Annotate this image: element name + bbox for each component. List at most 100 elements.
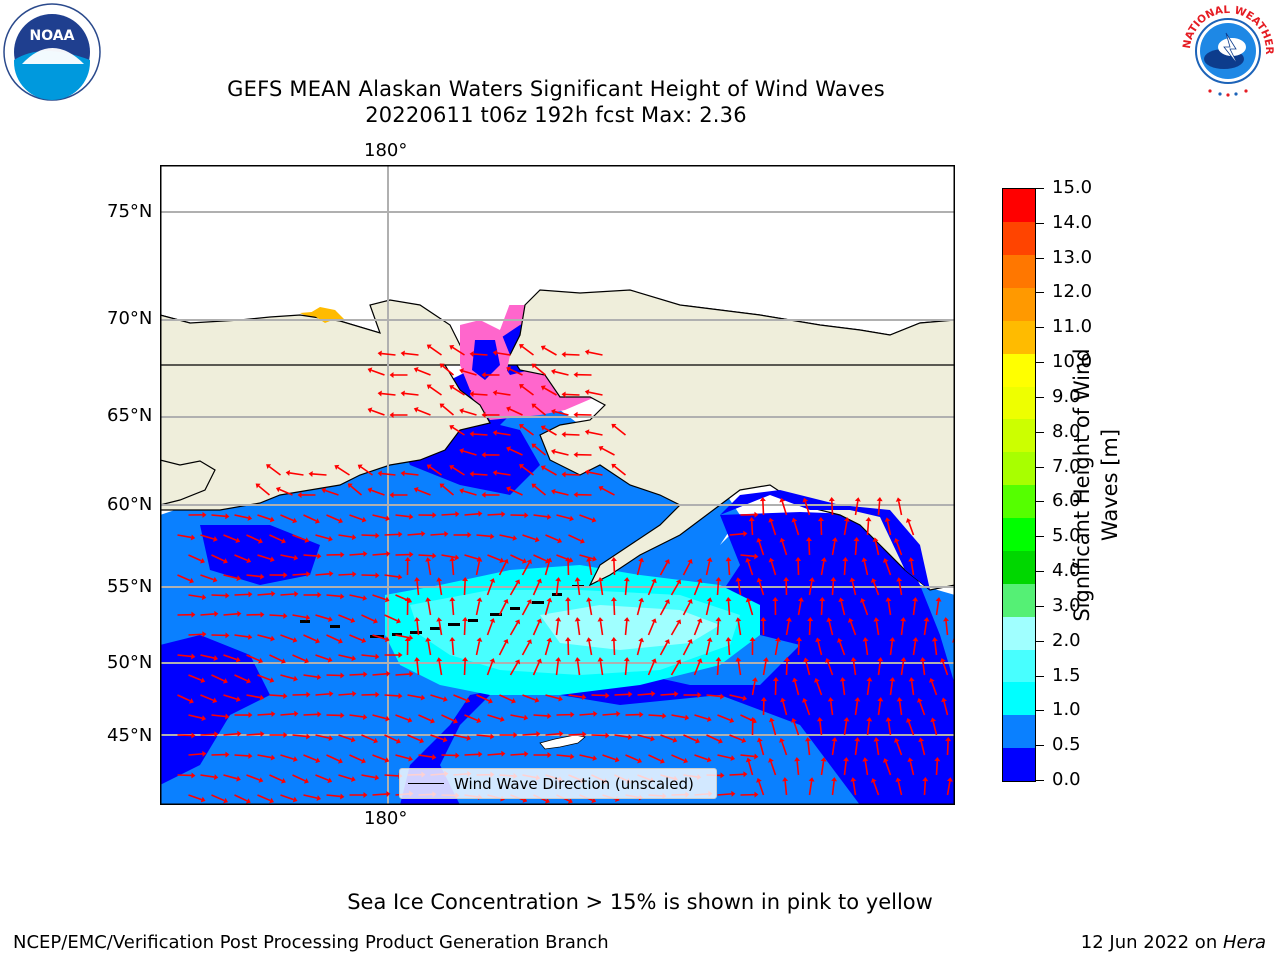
wave-direction-arrowhead bbox=[536, 658, 542, 664]
wave-direction-arrowhead bbox=[481, 371, 486, 378]
wave-direction-arrowhead bbox=[730, 755, 736, 762]
wave-direction-arrowhead bbox=[870, 578, 877, 583]
wave-direction-arrowhead bbox=[303, 778, 309, 784]
colorbar-tick-label: 9.0 bbox=[1052, 385, 1081, 407]
wave-direction-arrowhead bbox=[350, 736, 356, 743]
wave-direction-arrowhead bbox=[725, 557, 732, 562]
wave-direction-arrowhead bbox=[664, 559, 670, 565]
wave-direction-arrowhead bbox=[862, 637, 869, 642]
wave-direction-arrow bbox=[234, 754, 249, 757]
wave-direction-arrowhead bbox=[584, 389, 590, 396]
wave-direction-arrow bbox=[269, 614, 284, 617]
wave-direction-arrowhead bbox=[922, 777, 929, 782]
wave-direction-arrowhead bbox=[565, 597, 572, 602]
wave-direction-arrow bbox=[442, 365, 455, 376]
wave-direction-arrowhead bbox=[842, 557, 849, 562]
wave-direction-arrowhead bbox=[672, 737, 678, 743]
wave-direction-arrow bbox=[188, 594, 203, 598]
wave-direction-arrowhead bbox=[306, 691, 311, 698]
wave-direction-arrow bbox=[544, 641, 551, 656]
wave-direction-arrowhead bbox=[202, 631, 207, 638]
wave-direction-arrowhead bbox=[570, 711, 575, 718]
wave-direction-arrow bbox=[576, 621, 581, 636]
wave-direction-arrowhead bbox=[843, 517, 850, 522]
wave-direction-arrowhead bbox=[201, 594, 207, 601]
wave-direction-arrow bbox=[533, 714, 548, 717]
wave-direction-arrowhead bbox=[807, 617, 814, 622]
wave-direction-arrowhead bbox=[385, 715, 390, 722]
wave-direction-arrowhead bbox=[940, 658, 946, 663]
wave-direction-arrow bbox=[781, 541, 788, 556]
wave-direction-arrow bbox=[770, 521, 777, 536]
wave-direction-arrowhead bbox=[396, 618, 401, 624]
wave-direction-arrowhead bbox=[489, 658, 496, 663]
wave-direction-arrow bbox=[234, 634, 249, 638]
wave-direction-arrow bbox=[395, 754, 410, 760]
wave-direction-arrow bbox=[509, 582, 519, 596]
wave-direction-arrow bbox=[807, 740, 811, 756]
wave-direction-arrowhead bbox=[803, 657, 810, 663]
wave-direction-arrowhead bbox=[306, 571, 311, 578]
wave-direction-arrow bbox=[758, 781, 765, 796]
wave-direction-arrowhead bbox=[804, 737, 811, 742]
colorbar-segment bbox=[1003, 189, 1035, 223]
wave-direction-arrowhead bbox=[337, 758, 343, 764]
wave-direction-arrow bbox=[532, 621, 540, 636]
wave-direction-arrow bbox=[588, 391, 603, 396]
wave-direction-arrowhead bbox=[664, 639, 670, 645]
wave-direction-arrow bbox=[565, 473, 580, 476]
wave-direction-arrowhead bbox=[248, 712, 253, 719]
wave-direction-arrow bbox=[280, 794, 294, 801]
wave-direction-arrow bbox=[303, 634, 317, 642]
wave-direction-arrowhead bbox=[308, 470, 313, 477]
wave-direction-arrowhead bbox=[225, 751, 230, 758]
wave-direction-arrowhead bbox=[745, 557, 751, 563]
wave-direction-arrowhead bbox=[802, 698, 808, 703]
wave-direction-arrow bbox=[372, 514, 387, 520]
wave-direction-arrow bbox=[521, 465, 534, 476]
wave-direction-arrow bbox=[349, 673, 364, 676]
wave-direction-arrowhead bbox=[436, 577, 443, 582]
wave-direction-arrow bbox=[850, 621, 857, 636]
wave-direction-arrowhead bbox=[462, 577, 469, 582]
wave-direction-arrow bbox=[864, 641, 869, 656]
wave-direction-arrow bbox=[417, 409, 431, 416]
wave-direction-arrowhead bbox=[271, 711, 276, 718]
wave-direction-arrow bbox=[349, 754, 363, 762]
lat-label-70: 70°N bbox=[107, 308, 153, 329]
wave-direction-arrowhead bbox=[476, 637, 483, 642]
wave-direction-arrow bbox=[636, 561, 642, 576]
wave-direction-arrowhead bbox=[426, 344, 432, 350]
wave-direction-arrowhead bbox=[212, 576, 218, 583]
colorbar-segment bbox=[1003, 682, 1035, 716]
wave-direction-arrow bbox=[727, 560, 731, 576]
wave-direction-arrow bbox=[427, 601, 432, 616]
wave-direction-arrow bbox=[384, 774, 399, 777]
wave-direction-arrow bbox=[349, 514, 363, 521]
wave-direction-arrow bbox=[682, 602, 691, 616]
wave-direction-arrow bbox=[602, 713, 617, 716]
wave-direction-arrow bbox=[418, 714, 432, 722]
wave-direction-arrowhead bbox=[337, 638, 343, 644]
wave-direction-arrowhead bbox=[754, 553, 759, 560]
wave-direction-arrowhead bbox=[514, 619, 521, 625]
wave-direction-arrow bbox=[588, 561, 593, 576]
wave-direction-arrow bbox=[543, 467, 557, 476]
wave-direction-arrowhead bbox=[946, 777, 953, 782]
colorbar-segment bbox=[1003, 452, 1035, 486]
wave-direction-arrowhead bbox=[838, 597, 845, 603]
wave-direction-arrow bbox=[451, 560, 455, 576]
wave-direction-arrowhead bbox=[854, 697, 861, 702]
wave-direction-arrowhead bbox=[225, 592, 230, 599]
wave-direction-arrowhead bbox=[586, 637, 593, 642]
wave-direction-arrow bbox=[427, 561, 432, 576]
wave-direction-arrowhead bbox=[531, 403, 537, 409]
wave-direction-arrow bbox=[670, 622, 680, 636]
wave-direction-arrow bbox=[442, 485, 455, 496]
wave-direction-arrow bbox=[820, 761, 825, 776]
wave-direction-arrowhead bbox=[400, 470, 405, 477]
wave-direction-arrowhead bbox=[598, 445, 604, 452]
wave-direction-arrowhead bbox=[706, 756, 712, 763]
wave-direction-arrow bbox=[487, 752, 502, 756]
wave-direction-arrowhead bbox=[885, 597, 892, 602]
